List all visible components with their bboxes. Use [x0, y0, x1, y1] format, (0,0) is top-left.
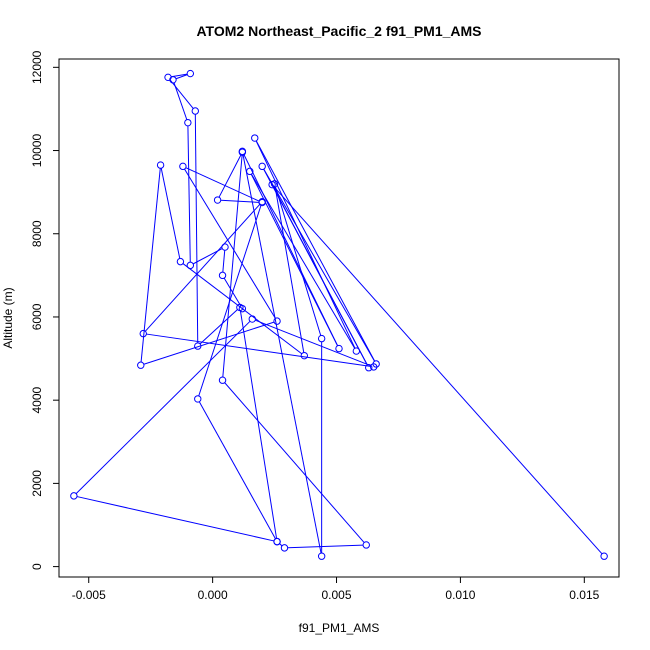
data-point: [194, 395, 202, 403]
series-segment: [274, 186, 305, 353]
series-segment: [75, 320, 251, 494]
data-point: [273, 317, 281, 325]
series-segment: [287, 544, 364, 549]
data-point: [352, 347, 361, 355]
data-point: [369, 363, 378, 371]
data-point: [221, 243, 229, 251]
data-point: [194, 342, 202, 350]
data-point: [273, 537, 281, 546]
series-segment: [198, 401, 276, 540]
series-segment: [222, 155, 243, 378]
series-points: [70, 69, 608, 560]
series-segment: [146, 333, 371, 367]
data-point: [362, 541, 370, 549]
x-tick-label: -0.005: [72, 588, 106, 602]
data-point: [169, 76, 177, 84]
series-segment: [198, 204, 262, 397]
x-tick-label: 0.000: [198, 588, 228, 602]
y-tick-label: 0: [30, 563, 44, 570]
series-segment: [255, 140, 376, 362]
series-segment: [185, 167, 260, 202]
series-segment: [182, 263, 303, 355]
series-segment: [223, 277, 242, 307]
series-segment: [239, 310, 278, 539]
series-segment: [220, 199, 260, 203]
series-segment: [218, 154, 242, 198]
data-point: [191, 107, 199, 115]
data-point: [186, 69, 195, 78]
data-point: [365, 364, 373, 372]
x-tick-label: 0.005: [322, 588, 352, 602]
data-point: [270, 180, 279, 188]
series-segment: [243, 154, 339, 346]
series-segment: [145, 203, 261, 332]
y-tick-label: 6000: [30, 303, 44, 330]
series-segment: [184, 168, 276, 319]
series-segment: [199, 309, 238, 345]
x-axis: -0.005 0.000 0.005 0.010 0.015: [72, 577, 600, 602]
data-point: [335, 344, 343, 353]
data-point: [139, 329, 147, 338]
y-tick-label: 4000: [30, 387, 44, 414]
data-point: [218, 376, 227, 384]
x-tick-label: 0.010: [445, 588, 475, 602]
y-tick-label: 8000: [30, 220, 44, 247]
series-segment: [76, 496, 275, 542]
series-segment: [194, 114, 199, 343]
plot-frame: [58, 58, 620, 578]
x-axis-label: f91_PM1_AMS: [299, 621, 380, 635]
series-segment: [175, 74, 188, 80]
data-point: [317, 334, 326, 343]
data-point: [179, 162, 187, 171]
data-point: [213, 196, 222, 204]
data-point: [258, 198, 266, 206]
data-point: [156, 161, 165, 169]
y-axis-label: Altitude (m): [1, 287, 15, 348]
data-point: [317, 552, 326, 560]
series-segment: [224, 382, 365, 543]
data-point: [246, 167, 254, 176]
series-segment: [263, 168, 376, 362]
series-segment: [160, 168, 181, 259]
data-point: [70, 492, 78, 500]
data-point: [251, 134, 259, 142]
data-point: [137, 361, 145, 369]
data-point: [176, 257, 185, 266]
x-tick-label: 0.015: [569, 588, 599, 602]
series-segment: [222, 250, 226, 273]
data-point: [300, 351, 309, 360]
series-segment: [173, 82, 188, 120]
y-tick-label: 12000: [30, 50, 44, 84]
series-segment: [250, 173, 356, 349]
series-segment: [273, 186, 603, 555]
series-segment: [255, 140, 356, 349]
data-point: [600, 552, 608, 560]
y-axis: 0 2000 4000 6000 8000 10000 12000: [30, 50, 59, 570]
y-tick-label: 10000: [30, 134, 44, 168]
series-segment: [169, 79, 194, 109]
series-segment: [187, 125, 191, 263]
series-segment: [192, 248, 223, 265]
series-lines: [75, 73, 603, 555]
data-point: [248, 315, 256, 323]
series-segment: [263, 168, 368, 366]
data-point: [258, 162, 266, 171]
data-point: [280, 544, 289, 552]
data-point: [184, 118, 192, 127]
data-point: [238, 148, 247, 156]
data-point: [238, 304, 247, 313]
data-point: [218, 271, 227, 280]
data-point: [186, 261, 195, 270]
series-segment: [279, 543, 283, 547]
series-segment: [275, 186, 322, 336]
series-segment: [140, 168, 161, 363]
series-segment: [255, 319, 371, 367]
y-tick-label: 2000: [30, 470, 44, 497]
chart-title: ATOM2 Northeast_Pacific_2 f91_PM1_AMS: [196, 23, 481, 39]
